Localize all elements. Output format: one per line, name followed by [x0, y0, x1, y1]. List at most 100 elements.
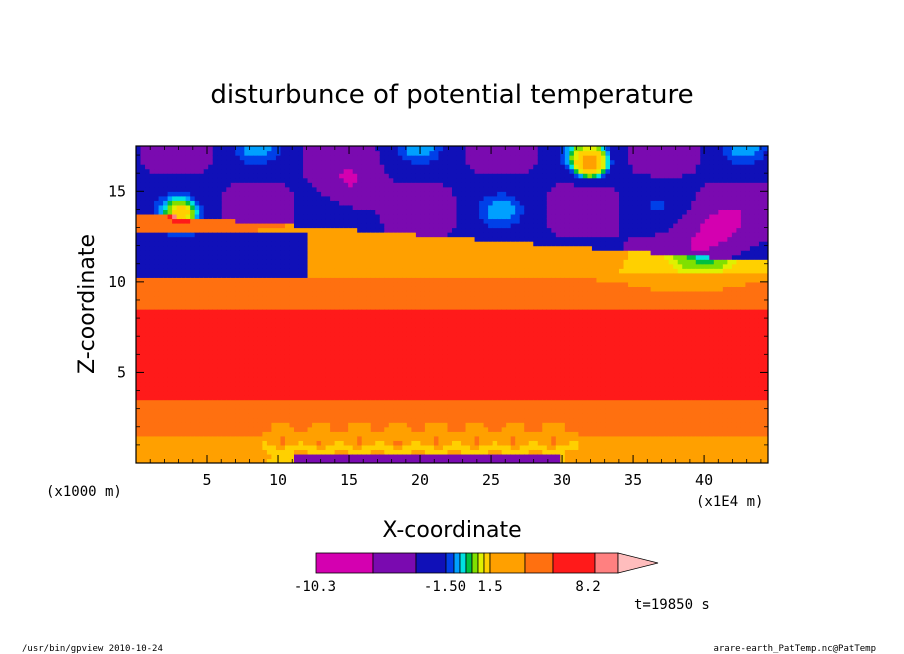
contour-cell	[330, 177, 336, 183]
contour-cell	[424, 304, 431, 310]
contour-cell	[221, 404, 227, 410]
contour-cell	[266, 413, 273, 419]
contour-cell	[366, 363, 372, 369]
contour-cell	[226, 449, 232, 455]
contour-cell	[284, 340, 291, 346]
contour-cell	[321, 213, 327, 220]
contour-cell	[212, 444, 218, 451]
contour-cell	[433, 155, 440, 161]
contour-cell	[275, 386, 282, 392]
contour-cell	[348, 313, 354, 319]
contour-cell	[321, 376, 327, 383]
contour-cell	[370, 295, 376, 301]
contour-cell	[167, 259, 173, 265]
contour-cell	[438, 155, 444, 161]
contour-cell	[212, 453, 218, 460]
contour-cell	[167, 399, 173, 405]
contour-cell	[334, 395, 340, 401]
contour-cell	[303, 363, 309, 369]
contour-cell	[415, 426, 421, 432]
contour-cell	[393, 331, 399, 337]
contour-cell	[140, 376, 146, 383]
contour-cell	[433, 413, 440, 419]
contour-cell	[194, 254, 200, 260]
contour-cell	[194, 422, 200, 428]
contour-cell	[339, 146, 345, 152]
contour-cell	[379, 295, 385, 301]
contour-cell	[163, 204, 169, 210]
contour-cell	[257, 155, 263, 161]
contour-cell	[190, 195, 196, 201]
contour-cell	[379, 426, 385, 432]
contour-cell	[316, 173, 322, 179]
contour-cell	[452, 155, 458, 161]
contour-cell	[203, 218, 209, 224]
contour-cell	[203, 277, 209, 283]
contour-cell	[257, 354, 263, 360]
contour-cell	[289, 290, 295, 297]
contour-cell	[316, 336, 322, 342]
contour-cell	[136, 422, 142, 428]
contour-cell	[307, 345, 313, 351]
contour-cell	[149, 363, 155, 369]
contour-cell	[284, 304, 291, 310]
contour-cell	[176, 444, 182, 451]
contour-cell	[411, 159, 417, 165]
contour-cell	[190, 304, 196, 310]
contour-cell	[447, 177, 453, 183]
contour-cell	[307, 232, 313, 238]
contour-cell	[190, 331, 196, 337]
contour-cell	[397, 227, 403, 233]
contour-cell	[167, 340, 173, 346]
contour-cell	[303, 245, 309, 251]
contour-cell	[379, 345, 385, 351]
contour-cell	[452, 354, 458, 360]
contour-cell	[442, 159, 449, 165]
contour-cell	[257, 290, 263, 297]
contour-cell	[163, 349, 169, 355]
contour-cell	[280, 381, 286, 387]
contour-cell	[339, 318, 345, 324]
contour-cell	[384, 440, 390, 446]
contour-cell	[294, 367, 300, 374]
contour-cell	[397, 435, 403, 441]
contour-cell	[312, 336, 318, 342]
contour-cell	[203, 182, 209, 188]
contour-cell	[420, 222, 426, 229]
contour-cell	[424, 331, 431, 337]
contour-cell	[420, 444, 426, 451]
contour-cell	[275, 309, 282, 315]
contour-cell	[352, 209, 358, 215]
contour-cell	[348, 322, 354, 328]
contour-cell	[280, 327, 286, 333]
contour-cell	[239, 431, 245, 437]
contour-cell	[307, 431, 313, 437]
contour-cell	[185, 186, 191, 192]
contour-cell	[284, 331, 291, 337]
contour-cell	[280, 318, 286, 324]
contour-cell	[357, 182, 363, 188]
contour-cell	[438, 218, 444, 224]
contour-cell	[226, 259, 232, 265]
contour-cell	[257, 426, 263, 432]
contour-cell	[316, 444, 322, 451]
contour-cell	[181, 349, 187, 355]
contour-cell	[330, 404, 336, 410]
contour-cell	[415, 345, 421, 351]
contour-cell	[172, 422, 178, 428]
contour-cell	[294, 155, 300, 161]
contour-cell	[235, 290, 241, 297]
contour-cell	[325, 209, 331, 215]
contour-cell	[136, 399, 142, 405]
contour-cell	[406, 186, 412, 192]
contour-cell	[271, 435, 277, 441]
contour-cell	[452, 218, 458, 224]
contour-cell	[176, 290, 182, 297]
contour-cell	[266, 399, 273, 405]
contour-cell	[366, 290, 372, 297]
contour-cell	[176, 458, 182, 463]
contour-cell	[181, 173, 187, 179]
contour-cell	[190, 209, 196, 215]
contour-cell	[239, 304, 245, 310]
contour-cell	[275, 195, 282, 201]
